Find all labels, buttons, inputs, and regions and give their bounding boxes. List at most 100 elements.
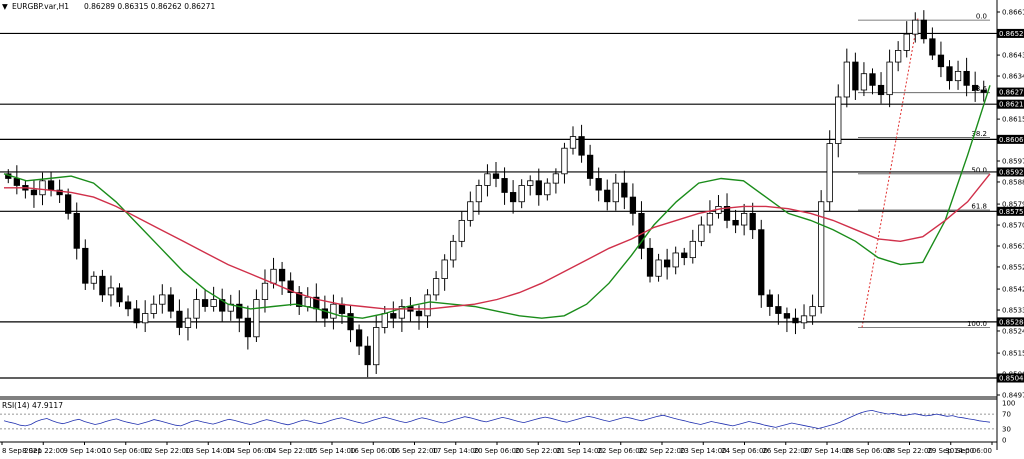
candle-body [338, 303, 346, 314]
candle-body [852, 61, 859, 91]
candle-body [544, 182, 551, 196]
rsi-axis-label: 0 [1002, 437, 1006, 445]
candle-body [835, 96, 842, 144]
price-tick-label: 0.84970 [1002, 392, 1024, 400]
rsi-indicator: 100 70 30 0 [0, 400, 1015, 445]
rsi-axis-label: 70 [1002, 411, 1011, 419]
candle-body [107, 287, 115, 296]
candle-body [484, 173, 491, 186]
price-tick-label: 0.86155 [1002, 116, 1024, 124]
candle-body [13, 178, 20, 186]
candle-body [749, 212, 756, 231]
time-tick-label: 20 Sep 06:00 [474, 447, 521, 455]
candle-body [766, 294, 773, 307]
price-tag-box [997, 206, 1024, 216]
rsi-title: RSI(14) 47.9117 [2, 401, 63, 410]
candle-body [142, 313, 149, 324]
candle-body [296, 292, 303, 307]
time-tick-label: 8 Sep 22:00 [22, 447, 64, 455]
ohlc-readout: 0.86289 0.86315 0.86262 0.86271 [84, 2, 215, 11]
price-tick-label: 0.86430 [1002, 52, 1024, 60]
candle-body [441, 259, 448, 279]
moving-averages [3, 85, 991, 319]
moving-average-red [4, 173, 991, 310]
candle-body [972, 84, 979, 91]
price-tick-label: 0.85610 [1002, 242, 1024, 250]
time-tick-label: 26 Sep 22:00 [762, 447, 809, 455]
candle-body [595, 178, 602, 191]
candle-body [373, 327, 380, 366]
time-tick-label: 8 Sep 2021 [2, 447, 42, 455]
fib-level-label: 50.0 [971, 166, 987, 174]
candle-body [552, 173, 560, 184]
candle-body [869, 73, 876, 86]
candle-body [381, 313, 388, 328]
candle-body [578, 136, 585, 156]
candle-body [355, 329, 363, 347]
price-tick-label: 0.85335 [1002, 307, 1024, 315]
time-tick-label: 13 Sep 14:00 [185, 447, 232, 455]
candle-body [278, 268, 286, 282]
candle-body [732, 219, 739, 226]
price-tick-label: 0.85975 [1002, 158, 1024, 166]
price-tick-label: 0.85790 [1002, 201, 1024, 209]
candle-body [236, 303, 243, 319]
time-tick-label: 28 Sep 22:00 [886, 447, 933, 455]
candle-body [663, 259, 671, 268]
menu-arrow-icon[interactable]: ▼ [2, 2, 8, 11]
candle-body [646, 247, 654, 277]
candle-body [929, 38, 936, 56]
price-tag-box [997, 28, 1024, 38]
candle-body [30, 189, 38, 196]
candle-body [492, 173, 500, 179]
candle-body [415, 310, 423, 317]
candle-body [980, 89, 987, 93]
candle-body [963, 70, 970, 86]
candle-body [629, 196, 637, 214]
price-tag-label: 0.85928 [999, 168, 1024, 176]
candle-body [330, 303, 337, 319]
time-tick-label: 16 Sep 06:00 [350, 447, 397, 455]
time-tick-label: 21 Sep 14:00 [556, 447, 603, 455]
time-tick-label: 29 Sep 14:00 [927, 447, 974, 455]
candle-body [877, 84, 885, 96]
candle-body [783, 313, 791, 319]
candle-body [321, 308, 329, 319]
price-tag-box [997, 373, 1024, 383]
candle-body [82, 247, 89, 284]
candle-body [818, 201, 825, 307]
candle-body [920, 19, 927, 40]
candle-body [843, 61, 850, 98]
time-tick-label: 27 Sep 14:00 [804, 447, 851, 455]
candle-body [758, 229, 765, 296]
candle-body [698, 224, 705, 242]
time-tick-label: 22 Sep 22:00 [639, 447, 686, 455]
rsi-axis-label: 30 [1002, 425, 1011, 433]
candle-body [244, 317, 251, 338]
candle-body [47, 180, 55, 191]
candle-body [741, 212, 748, 226]
candle-body [706, 212, 714, 226]
price-tick-label: 0.85700 [1002, 222, 1024, 230]
candle-body [792, 317, 799, 324]
price-level-tags: 0.86523 0.86271 0.86219 0.86068 0.85928 0.857… [997, 28, 1024, 383]
candle-body [655, 259, 662, 277]
price-tick-label: 0.85245 [1002, 327, 1024, 335]
candle-body [775, 306, 782, 314]
candle-body [467, 201, 474, 221]
candle-body [723, 206, 731, 221]
candle-body [176, 310, 183, 328]
price-tag-box [997, 99, 1024, 109]
symbol-label: EURGBP.var,H1 [12, 2, 69, 11]
candle-body [569, 136, 577, 149]
time-tick-label: 16 Sep 22:00 [391, 447, 438, 455]
price-tag-label: 0.86219 [999, 101, 1024, 109]
fib-trend-line [861, 18, 919, 328]
rsi-line [3, 409, 991, 429]
time-tick-label: 30 Sep 06:00 [945, 447, 992, 455]
price-tick-label: 0.85425 [1002, 286, 1024, 294]
horizontal-levels[interactable] [0, 32, 997, 379]
